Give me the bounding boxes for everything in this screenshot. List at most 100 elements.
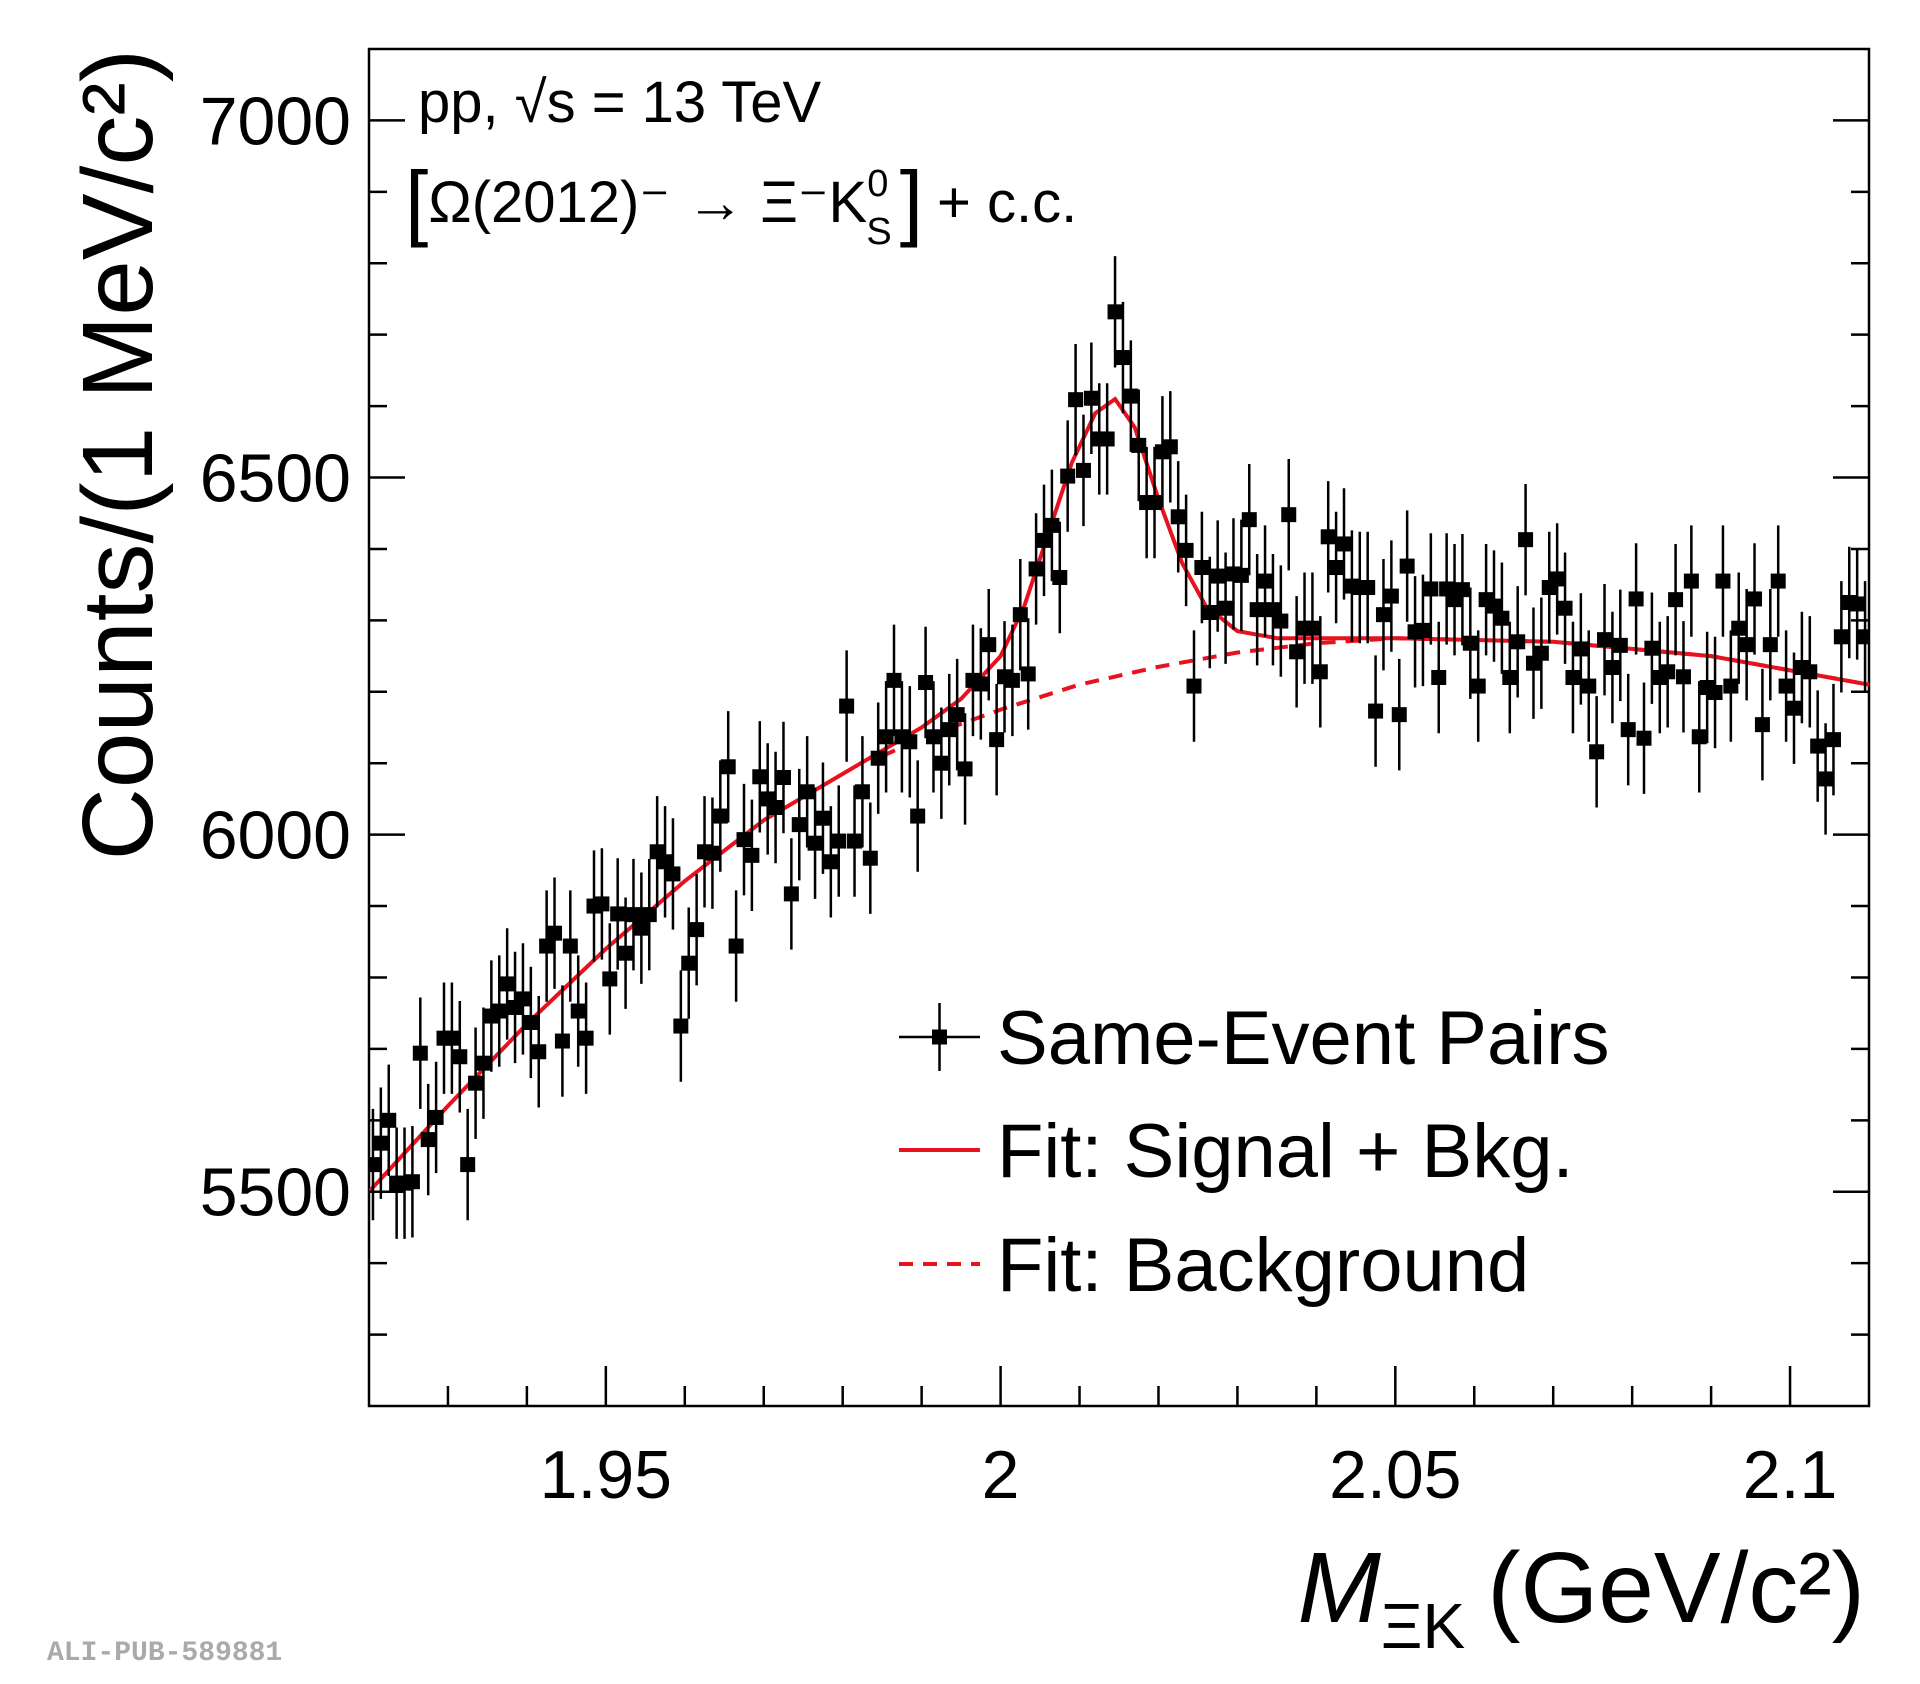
data-point (1210, 568, 1226, 584)
data-point (791, 817, 807, 833)
data-point (1462, 635, 1478, 651)
data-point (1281, 507, 1297, 523)
data-point (523, 1014, 539, 1030)
data-point (475, 1055, 491, 1071)
data-point (554, 1033, 570, 1049)
data-point (973, 676, 989, 692)
data-point (1249, 602, 1265, 618)
data-point (1486, 598, 1502, 614)
data-point (1360, 580, 1376, 596)
legend-label: Fit: Background (997, 1223, 1529, 1308)
data-point (799, 784, 815, 800)
data-point (1786, 700, 1802, 716)
y-tick-label: 5500 (200, 1155, 351, 1231)
data-point (665, 866, 681, 882)
data-point (1849, 596, 1865, 612)
data-point (420, 1132, 436, 1148)
data-point (925, 729, 941, 745)
data-point (373, 1135, 389, 1151)
data-point (1075, 462, 1091, 478)
data-point (854, 784, 870, 800)
data-point (1668, 592, 1684, 608)
data-point (460, 1157, 476, 1173)
data-point (831, 833, 847, 849)
data-point (918, 675, 934, 691)
data-point (1628, 591, 1644, 607)
data-point (641, 907, 657, 923)
data-point (539, 938, 555, 954)
decay-annotation: [Ω(2012)⁻ → Ξ⁻K0 S] + c.c. (405, 154, 1077, 253)
data-point (1241, 512, 1257, 528)
data-point (594, 896, 610, 912)
data-point (862, 850, 878, 866)
data-point (1028, 561, 1044, 577)
data-point (1068, 392, 1084, 408)
data-point (468, 1075, 484, 1091)
decay-sup: 0 (867, 163, 888, 205)
fit-line (369, 396, 1869, 1194)
x-tick-label: 2 (982, 1437, 1020, 1513)
legend-key (932, 1029, 947, 1045)
data-point (1470, 678, 1486, 694)
data-point (618, 945, 634, 961)
data-point (807, 835, 823, 851)
data-point (1557, 600, 1573, 616)
legend-label: Fit: Signal + Bkg. (997, 1109, 1574, 1194)
data-point (1423, 581, 1439, 597)
data-point (1683, 573, 1699, 589)
data-point (1265, 602, 1281, 618)
data-point (1289, 644, 1305, 660)
data-point (1636, 730, 1652, 746)
data-point (1004, 672, 1020, 688)
bracket: ] (900, 154, 923, 248)
y-tick-label: 7000 (200, 83, 351, 159)
data-point (847, 833, 863, 849)
legend-label: Same-Event Pairs (997, 996, 1609, 1081)
decay-suffix: + c.c. (937, 170, 1077, 235)
data-point (562, 938, 578, 954)
data-point (570, 1003, 586, 1019)
data-point (499, 976, 515, 992)
data-point (1739, 637, 1755, 653)
data-point (515, 991, 531, 1007)
data-point (1186, 678, 1202, 694)
data-point (1510, 634, 1526, 650)
data-point (910, 808, 926, 824)
data-point (1044, 517, 1060, 533)
data-point (1052, 570, 1068, 586)
data-point (602, 971, 618, 987)
data-point (1194, 560, 1210, 576)
data-point (673, 1018, 689, 1034)
data-point (1597, 632, 1613, 648)
data-point (1691, 729, 1707, 745)
data-point (1012, 607, 1028, 623)
data-point (768, 799, 784, 815)
fit-line (881, 636, 1869, 758)
data-point (1218, 600, 1234, 616)
data-point (870, 750, 886, 766)
data-point (1549, 571, 1565, 587)
x-tick-label: 2.05 (1329, 1437, 1461, 1513)
data-point (1494, 610, 1510, 626)
data-point (902, 734, 918, 750)
data-point (404, 1174, 420, 1190)
data-point (1454, 582, 1470, 598)
data-point (941, 722, 957, 738)
data-point (1723, 678, 1739, 694)
x-axis-label: MΞK (GeV/c²) (1298, 1532, 1865, 1662)
data-point (1257, 573, 1273, 589)
data-point (1778, 678, 1794, 694)
data-point (1060, 468, 1076, 484)
data-point (949, 707, 965, 723)
y-tick-label: 6000 (200, 798, 351, 874)
data-point (1083, 390, 1099, 406)
data-point (578, 1030, 594, 1046)
data-point (1383, 588, 1399, 604)
data-point (491, 1003, 507, 1019)
data-point (752, 769, 768, 785)
data-point (1770, 573, 1786, 589)
data-point (625, 907, 641, 923)
data-point (1391, 707, 1407, 723)
